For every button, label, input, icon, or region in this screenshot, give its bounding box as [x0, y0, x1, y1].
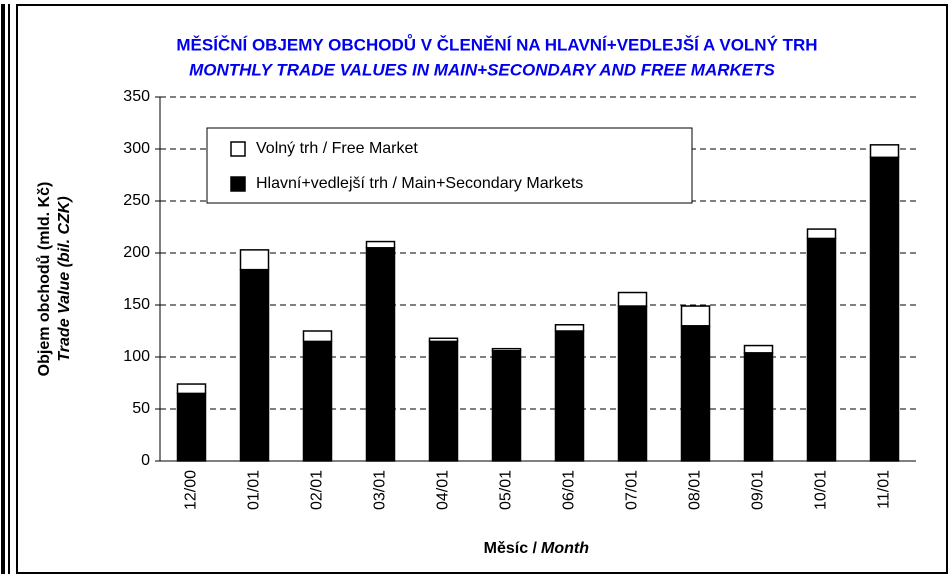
- bar-segment: [806, 237, 837, 462]
- x-tick-label: 10/01: [813, 470, 830, 510]
- y-tick-label: 350: [123, 88, 150, 105]
- x-tick-label: 11/01: [876, 470, 893, 509]
- bar-segment: [239, 249, 270, 271]
- y-tick-label: 150: [123, 296, 150, 313]
- x-tick-label: 01/01: [246, 470, 263, 510]
- y-tick-label: 50: [132, 400, 150, 417]
- frame: [16, 4, 948, 574]
- legend-label: Hlavní+vedlejší trh / Main+Secondary Mar…: [256, 175, 583, 192]
- frame-edge: [1, 4, 5, 574]
- bar-segment: [239, 268, 270, 462]
- legend-swatch: [230, 141, 246, 157]
- x-tick-label: 06/01: [561, 470, 578, 510]
- x-axis-label: Month: [541, 540, 589, 557]
- bar-segment: [743, 352, 774, 462]
- x-axis-label: Měsíc /: [484, 540, 538, 557]
- legend-swatch: [230, 176, 246, 192]
- x-tick-label: 07/01: [624, 470, 641, 510]
- bar-segment: [428, 340, 459, 462]
- x-tick-label: 05/01: [498, 470, 515, 510]
- y-axis-label: Objem obchodů (mld. Kč): [36, 182, 53, 377]
- bar-segment: [302, 330, 333, 343]
- bar-segment: [491, 350, 522, 462]
- bar-segment: [491, 347, 522, 352]
- bar-segment: [869, 156, 900, 462]
- bar-segment: [428, 337, 459, 343]
- x-tick-label: 12/00: [183, 470, 200, 510]
- y-tick-label: 0: [141, 452, 150, 469]
- bar-segment: [302, 340, 333, 462]
- y-tick-label: 300: [123, 140, 150, 157]
- bar-segment: [365, 247, 396, 462]
- bar-segment: [554, 324, 585, 332]
- x-tick-label: 03/01: [372, 470, 389, 510]
- legend-box: [206, 127, 693, 204]
- x-tick-label: 02/01: [309, 470, 326, 510]
- x-tick-label: 08/01: [687, 470, 704, 510]
- bar-segment: [617, 305, 648, 462]
- bar-segment: [680, 305, 711, 327]
- legend-label: Volný trh / Free Market: [256, 140, 418, 157]
- bar-segment: [365, 240, 396, 249]
- bar-segment: [680, 325, 711, 462]
- bar-segment: [743, 344, 774, 354]
- y-tick-label: 250: [123, 192, 150, 209]
- bar-segment: [554, 330, 585, 462]
- chart-subtitle: MONTHLY TRADE VALUES IN MAIN+SECONDARY A…: [189, 60, 775, 79]
- x-tick-label: 09/01: [750, 470, 767, 510]
- y-tick-label: 200: [123, 244, 150, 261]
- bar-segment: [806, 228, 837, 240]
- x-tick-label: 04/01: [435, 470, 452, 510]
- bar-segment: [869, 144, 900, 159]
- bar-segment: [176, 392, 207, 462]
- bar-segment: [617, 291, 648, 307]
- chart-title: MĚSÍČNÍ OBJEMY OBCHODŮ V ČLENĚNÍ NA HLAV…: [176, 34, 817, 54]
- y-axis-label: Trade Value (bil. CZK): [56, 196, 73, 361]
- y-tick-label: 100: [123, 348, 150, 365]
- frame-edge: [8, 4, 10, 574]
- bar-segment: [176, 383, 207, 395]
